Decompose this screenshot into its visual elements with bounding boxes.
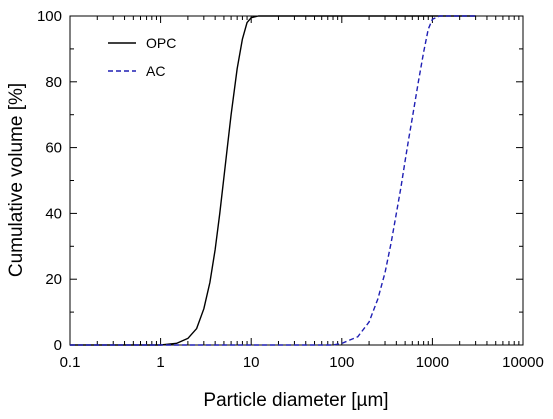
y-axis-title: Cumulative volume [%] [6,83,27,277]
x-tick-label: 0.1 [60,354,81,371]
y-tick-label: 80 [45,74,62,91]
data-curves [70,15,476,346]
axis-ticks: 0.1 1 10 100 1000 10000 0 20 40 60 80 100 [37,8,544,371]
x-tick-label: 1 [156,354,164,371]
x-tick-label: 10000 [502,354,544,371]
series-line-ac [70,15,476,346]
x-tick-label: 10 [243,354,260,371]
legend-label-opc: OPC [146,35,176,51]
x-tick-label: 100 [329,354,354,371]
y-tick-label: 20 [45,271,62,288]
y-tick-label: 0 [54,337,62,354]
y-tick-label: 60 [45,140,62,157]
y-tick-label: 40 [45,205,62,222]
y-tick-label: 100 [37,8,62,25]
series-line-opc [70,15,476,346]
x-axis-title: Particle diameter [µm] [203,390,388,411]
x-tick-label: 1000 [416,354,449,371]
legend: OPC AC [108,35,176,79]
plot-frame [69,15,524,346]
legend-label-ac: AC [146,63,165,79]
